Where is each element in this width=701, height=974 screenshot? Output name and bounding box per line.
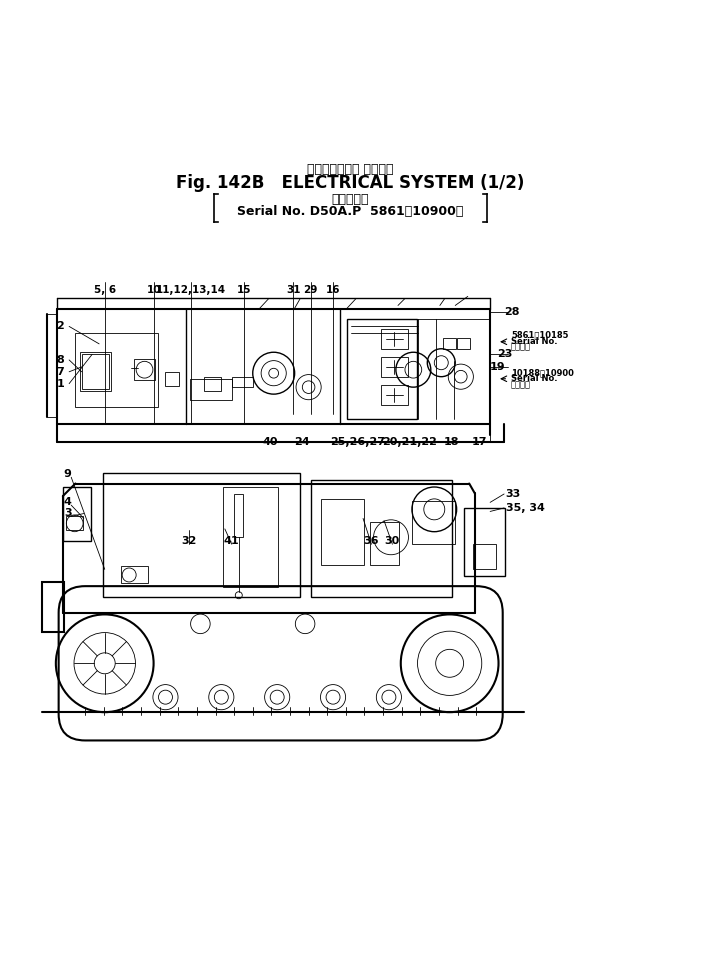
Text: 11,12,13,14: 11,12,13,14 (156, 284, 226, 294)
Text: 28: 28 (504, 308, 519, 318)
Bar (63, 487, 90, 542)
Bar (443, 338, 456, 349)
Bar (121, 566, 148, 583)
Bar (347, 319, 417, 419)
Bar (102, 473, 299, 597)
Bar (204, 377, 222, 391)
Text: Serial No.: Serial No. (511, 374, 557, 383)
Bar (473, 544, 496, 570)
Text: 5, 6: 5, 6 (94, 284, 116, 294)
Text: 19: 19 (490, 362, 505, 372)
Text: Serial No.: Serial No. (511, 337, 557, 346)
Text: 23: 23 (497, 350, 512, 359)
Text: Fig. 142B   ELECTRICAL SYSTEM (1/2): Fig. 142B ELECTRICAL SYSTEM (1/2) (177, 174, 524, 192)
Text: 適用号機: 適用号機 (511, 343, 531, 352)
Text: エレクトリカル システム: エレクトリカル システム (307, 163, 394, 176)
Bar (224, 487, 278, 587)
Text: 8: 8 (57, 355, 64, 365)
Text: 36: 36 (364, 537, 379, 546)
Text: 33: 33 (505, 489, 521, 499)
Bar (234, 494, 243, 538)
Text: 18: 18 (444, 436, 459, 446)
Text: 5861～10185: 5861～10185 (511, 330, 569, 339)
Text: 24: 24 (294, 436, 309, 446)
Bar (381, 357, 409, 377)
Bar (190, 379, 232, 399)
Text: 1: 1 (57, 379, 64, 389)
Text: 17: 17 (472, 436, 487, 446)
Text: 32: 32 (181, 537, 196, 546)
Text: 4: 4 (64, 497, 72, 506)
Bar (165, 372, 179, 386)
Text: 10188～10900: 10188～10900 (511, 368, 574, 377)
Bar (321, 499, 365, 565)
Text: 40: 40 (262, 436, 278, 446)
Bar (82, 355, 109, 389)
Text: 25,26,27: 25,26,27 (330, 436, 385, 446)
Text: 20,21,22: 20,21,22 (383, 436, 437, 446)
Bar (464, 508, 505, 577)
Bar (80, 353, 111, 391)
Text: 30: 30 (385, 537, 400, 546)
Text: 7: 7 (57, 367, 64, 377)
Bar (232, 377, 253, 387)
Text: 29: 29 (304, 284, 318, 294)
Text: 15: 15 (237, 284, 252, 294)
Bar (134, 359, 155, 380)
Bar (457, 338, 470, 349)
Bar (412, 501, 455, 544)
Bar (66, 516, 83, 530)
Text: 35, 34: 35, 34 (505, 503, 545, 513)
Text: 10: 10 (147, 284, 161, 294)
Text: 適用号機: 適用号機 (511, 380, 531, 389)
Text: 3: 3 (64, 508, 72, 518)
Text: 9: 9 (64, 468, 72, 478)
Bar (311, 480, 451, 597)
Text: 31: 31 (286, 284, 301, 294)
Bar (381, 385, 409, 404)
Text: 41: 41 (224, 537, 240, 546)
Bar (381, 329, 409, 349)
Text: （適用号機: （適用号機 (332, 193, 369, 206)
Text: 16: 16 (326, 284, 340, 294)
Bar (370, 522, 400, 565)
Bar (42, 581, 64, 632)
Bar (75, 333, 158, 407)
Text: Serial No. D50A.P  5861～10900）: Serial No. D50A.P 5861～10900） (238, 205, 463, 218)
Text: 2: 2 (57, 321, 64, 331)
